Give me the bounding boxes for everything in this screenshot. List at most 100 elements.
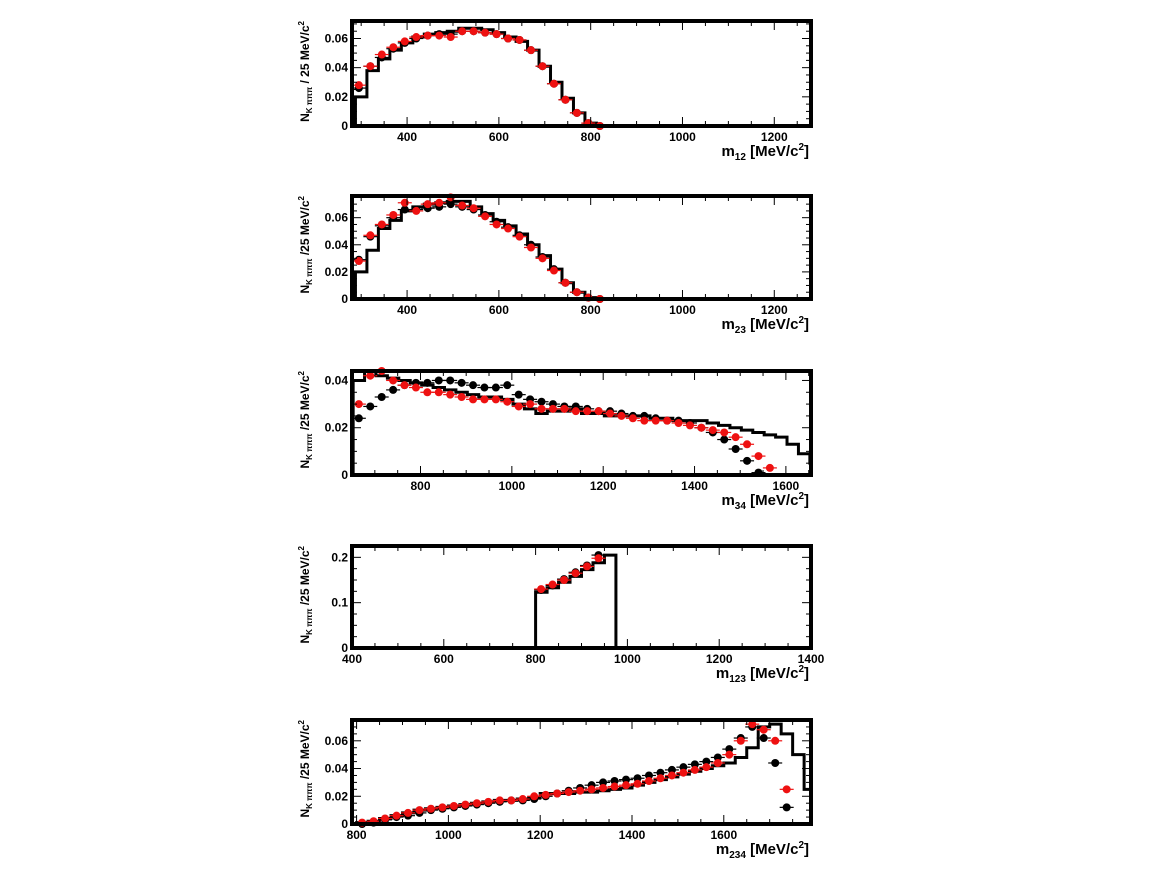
panel-2: 400 600 800 1000 1200 0 0.02 0.04 0.06 m23 [MeV/c…: [297, 193, 813, 336]
y-tick-label: 0.02: [325, 265, 349, 279]
data-point-red: [354, 257, 363, 266]
data-point-red: [434, 388, 443, 397]
data-point-black: [377, 393, 386, 401]
data-point-red: [491, 395, 500, 404]
data-point-red: [663, 416, 672, 425]
data-point-red: [549, 266, 558, 275]
data-point-red: [628, 414, 637, 423]
x-tick-label: 800: [581, 303, 601, 317]
y-tick-label: 0.04: [325, 373, 349, 387]
data-point-black: [434, 376, 443, 385]
data-point-black: [610, 777, 619, 786]
x-tick-label: 400: [397, 130, 417, 144]
histogram-step: [353, 26, 608, 128]
y-tick-label: 0.1: [331, 596, 348, 610]
data-point-black: [759, 734, 768, 743]
x-axis-title: m34 [MeV/c2]: [721, 491, 809, 512]
x-tick-label: 1200: [706, 652, 733, 666]
data-point-red: [377, 220, 386, 229]
x-tick-label: 1400: [681, 479, 708, 493]
data-point-red: [481, 212, 490, 221]
data-point-red: [469, 27, 478, 36]
data-point-red: [458, 27, 467, 36]
data-point-black: [423, 378, 432, 387]
data-point-red: [708, 426, 717, 435]
data-point-black: [743, 456, 752, 465]
data-point-red: [377, 50, 386, 59]
y-tick-label: 0.02: [325, 789, 349, 803]
data-point-red: [515, 232, 524, 241]
data-point-red: [400, 37, 409, 46]
data-point-red: [426, 804, 435, 813]
x-tick-label: 1200: [527, 828, 554, 842]
data-point-red: [713, 758, 722, 767]
data-point-red: [572, 288, 581, 297]
data-point-red: [674, 419, 683, 427]
data-point-red: [553, 789, 562, 798]
x-axis-title: m23 [MeV/c2]: [721, 315, 809, 336]
data-point-red: [389, 210, 398, 219]
y-tick-label: 0.06: [325, 734, 349, 748]
data-point-red: [492, 220, 501, 229]
data-point-red: [481, 28, 490, 37]
x-tick-label: 1400: [798, 652, 825, 666]
data-point-red: [492, 30, 501, 39]
data-point-red: [538, 254, 547, 263]
panel-5: 800 1000 1200 1400 1600 0 0.02 0.04 0.06 m234 [Me…: [297, 718, 813, 861]
y-axis-title: NK πππ /25 MeV/c2: [297, 719, 314, 817]
data-point-black: [679, 763, 688, 772]
data-point-red: [656, 774, 665, 783]
y-tick-label: 0.04: [325, 238, 349, 252]
data-point-red: [561, 278, 570, 287]
panel-3: 800 1000 1200 1400 1600 0 0.02 0.04 m34 [MeV/c2]…: [297, 367, 813, 512]
panel-1: 400 600 800 1000 1200 0 0.02 0.04 0.06 m12 [MeV/c…: [297, 19, 813, 163]
data-point-red: [622, 781, 631, 790]
data-point-red: [472, 799, 481, 808]
data-point-black: [656, 768, 665, 777]
plot-frame: [350, 194, 813, 301]
x-tick-label: 600: [489, 130, 509, 144]
data-point-red: [560, 404, 569, 413]
data-point-red: [412, 206, 421, 215]
y-tick-label: 0.04: [325, 61, 349, 75]
data-point-red: [725, 750, 734, 759]
data-point-black: [446, 376, 455, 385]
data-point-red: [583, 562, 592, 571]
data-point-red: [412, 33, 421, 42]
data-point-black: [599, 778, 608, 787]
data-point-red: [548, 404, 557, 413]
y-tick-label: 0.2: [331, 550, 348, 564]
data-point-red: [469, 204, 478, 213]
data-point-black: [644, 771, 653, 780]
data-point-red: [571, 569, 580, 578]
data-point-red: [571, 407, 580, 416]
x-tick-label: 400: [342, 652, 362, 666]
plot-frame: [350, 19, 813, 128]
y-axis-title: NK πππ / 25 MeV/c2: [297, 20, 314, 121]
data-point-black: [633, 774, 642, 783]
data-point-red: [515, 35, 524, 44]
data-point-red: [526, 400, 535, 409]
data-point-red: [446, 33, 455, 42]
x-tick-label: 800: [526, 652, 546, 666]
x-tick-label: 600: [434, 652, 454, 666]
y-axis-title: NK πππ /25 MeV/c2: [297, 370, 314, 468]
data-point-red: [759, 725, 768, 734]
y-tick-label: 0: [341, 468, 348, 482]
data-point-red: [640, 416, 649, 425]
data-point-red: [594, 407, 603, 416]
data-point-red: [617, 411, 626, 420]
data-point-black: [503, 381, 512, 390]
data-point-red: [538, 62, 547, 71]
data-point-red: [599, 783, 608, 792]
data-point-red: [743, 440, 752, 449]
x-tick-label: 400: [397, 303, 417, 317]
x-tick-label: 1000: [669, 303, 696, 317]
data-point-red: [564, 788, 573, 797]
x-tick-label: 1200: [761, 130, 788, 144]
data-point-red: [549, 79, 558, 88]
data-point-red: [561, 95, 570, 104]
y-tick-label: 0.02: [325, 90, 349, 104]
data-point-black: [622, 775, 631, 784]
data-point-red: [461, 800, 470, 809]
